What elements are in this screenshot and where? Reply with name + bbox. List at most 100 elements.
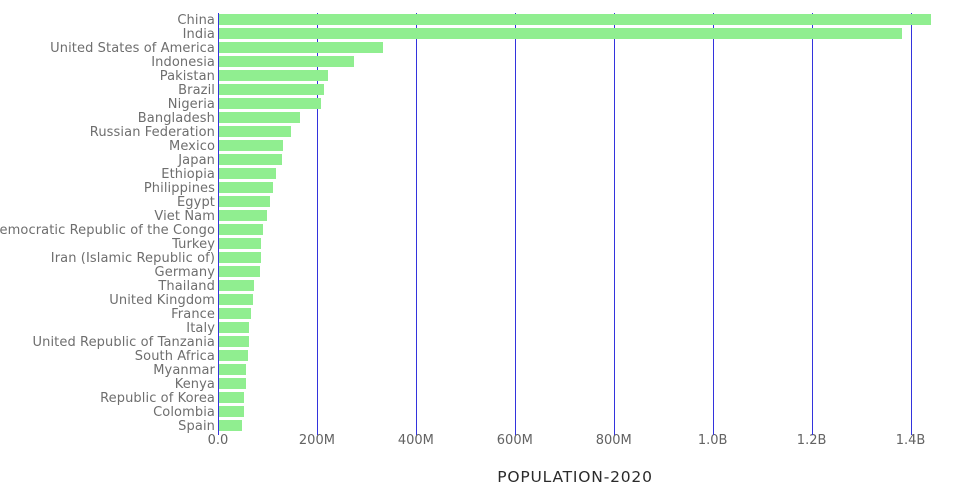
y-axis-label: Pakistan bbox=[159, 69, 215, 84]
y-axis-label: Thailand bbox=[158, 279, 215, 294]
y-axis-label: Germany bbox=[154, 265, 215, 280]
x-axis-title: POPULATION-2020 bbox=[497, 468, 653, 486]
bar-row bbox=[218, 392, 960, 406]
gridline bbox=[218, 13, 219, 435]
bar-row bbox=[218, 224, 960, 238]
bar bbox=[219, 196, 270, 207]
x-axis-tick-label: 1.0B bbox=[697, 433, 728, 448]
bar bbox=[219, 378, 246, 389]
y-axis-labels: China India United States of America Indone… bbox=[0, 14, 215, 434]
bar bbox=[219, 112, 301, 123]
y-axis-label: South Africa bbox=[134, 349, 215, 364]
bar bbox=[219, 84, 325, 95]
x-axis-tick-label: 400M bbox=[397, 433, 434, 448]
bar-row bbox=[218, 238, 960, 252]
y-axis-label: India bbox=[182, 27, 215, 42]
bar bbox=[219, 406, 245, 417]
bar bbox=[219, 140, 283, 151]
bar-row bbox=[218, 42, 960, 56]
gridline bbox=[415, 13, 417, 435]
bar bbox=[219, 238, 261, 249]
x-axis-tick-label: 800M bbox=[595, 433, 632, 448]
gridline bbox=[712, 13, 714, 435]
bar-row bbox=[218, 28, 960, 42]
x-axis-ticks: 0.0 200M 400M 600M 800M 1.0B 1.2B 1.4B bbox=[208, 433, 960, 449]
bar-row bbox=[218, 154, 960, 168]
bar bbox=[219, 294, 253, 305]
y-axis-label: United Kingdom bbox=[109, 293, 215, 308]
x-axis-tick-label: 1.4B bbox=[895, 433, 926, 448]
bar-row bbox=[218, 350, 960, 364]
bar bbox=[219, 182, 274, 193]
y-axis-label: Egypt bbox=[176, 195, 215, 210]
bar bbox=[219, 98, 321, 109]
y-axis-label: Colombia bbox=[153, 405, 215, 420]
y-axis-label: Ethiopia bbox=[161, 167, 215, 182]
bar-row bbox=[218, 322, 960, 336]
y-axis-label: Kenya bbox=[174, 377, 215, 392]
bar bbox=[219, 336, 249, 347]
y-axis-label: Russian Federation bbox=[89, 125, 215, 140]
bar bbox=[219, 14, 931, 25]
bar-row bbox=[218, 420, 960, 434]
bar-row bbox=[218, 168, 960, 182]
bar-row bbox=[218, 56, 960, 70]
y-axis-label: Indonesia bbox=[151, 55, 215, 70]
gridline bbox=[811, 13, 813, 435]
bar bbox=[219, 392, 245, 403]
bar bbox=[219, 224, 264, 235]
y-axis-label: Turkey bbox=[172, 237, 215, 252]
bar bbox=[219, 126, 292, 137]
y-axis-label: Iran (Islamic Republic of) bbox=[50, 251, 215, 266]
y-axis-label: Spain bbox=[178, 419, 215, 434]
gridline bbox=[514, 13, 516, 435]
gridline bbox=[910, 13, 912, 435]
bar-row bbox=[218, 182, 960, 196]
y-axis-label: Italy bbox=[186, 321, 215, 336]
bar-row bbox=[218, 98, 960, 112]
y-axis-label: Myanmar bbox=[153, 363, 215, 378]
bar-row bbox=[218, 84, 960, 98]
x-axis-tick-label: 1.2B bbox=[796, 433, 827, 448]
x-axis-tick-label: 600M bbox=[496, 433, 533, 448]
bar-row bbox=[218, 336, 960, 350]
bar-row bbox=[218, 406, 960, 420]
bar bbox=[219, 322, 249, 333]
bar-row bbox=[218, 308, 960, 322]
bar-row bbox=[218, 280, 960, 294]
bar-row bbox=[218, 378, 960, 392]
bar-row bbox=[218, 196, 960, 210]
y-axis-label: France bbox=[171, 307, 215, 322]
y-axis-label: Brazil bbox=[178, 83, 215, 98]
bar-row bbox=[218, 140, 960, 154]
bar-row bbox=[218, 266, 960, 280]
plot-area bbox=[218, 13, 960, 435]
bar bbox=[219, 420, 243, 431]
bar-row bbox=[218, 210, 960, 224]
y-axis-label: Japan bbox=[178, 153, 215, 168]
bar-row bbox=[218, 364, 960, 378]
y-axis-label: United States of America bbox=[50, 41, 215, 56]
y-axis-label: Bangladesh bbox=[137, 111, 215, 126]
bar-row bbox=[218, 126, 960, 140]
bar bbox=[219, 154, 282, 165]
bar-row bbox=[218, 14, 960, 28]
bar bbox=[219, 56, 355, 67]
y-axis-label: Republic of Korea bbox=[100, 391, 215, 406]
y-axis-label: United Republic of Tanzania bbox=[32, 335, 215, 350]
bar bbox=[219, 350, 249, 361]
bar bbox=[219, 252, 261, 263]
y-axis-label: Philippines bbox=[143, 181, 215, 196]
bar bbox=[219, 28, 902, 39]
bar bbox=[219, 308, 252, 319]
bar bbox=[219, 210, 268, 221]
y-axis-label: China bbox=[177, 13, 215, 28]
bar bbox=[219, 168, 276, 179]
bar-row bbox=[218, 252, 960, 266]
bar-row bbox=[218, 70, 960, 84]
x-axis-tick-label: 200M bbox=[298, 433, 335, 448]
bar bbox=[219, 70, 329, 81]
y-axis-label: Democratic Republic of the Congo bbox=[0, 223, 215, 238]
gridline bbox=[613, 13, 615, 435]
